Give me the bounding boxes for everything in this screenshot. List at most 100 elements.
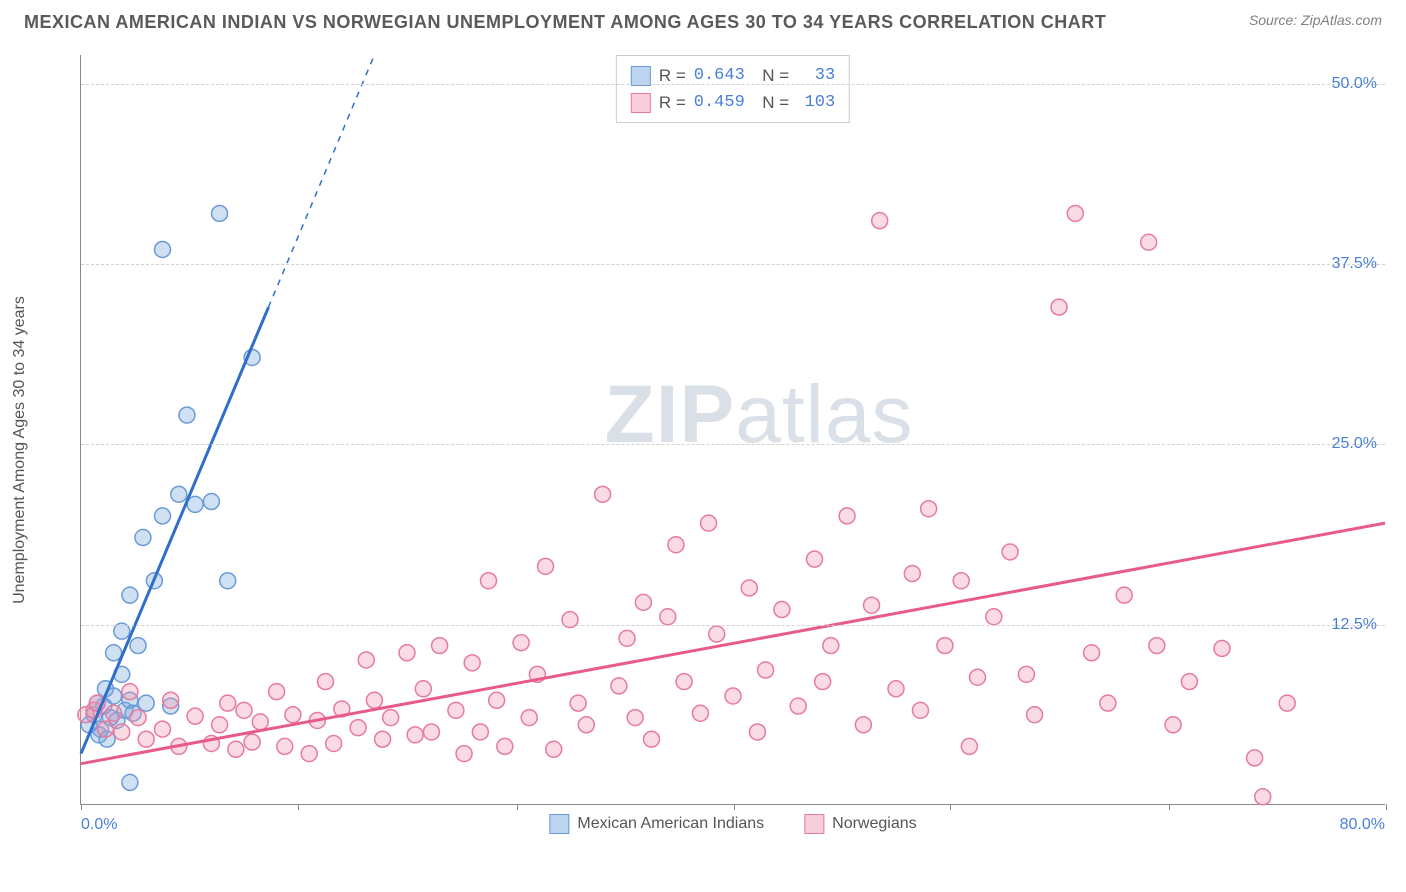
scatter-point bbox=[790, 698, 806, 714]
scatter-point bbox=[578, 717, 594, 733]
scatter-point bbox=[252, 714, 268, 730]
scatter-point bbox=[758, 662, 774, 678]
scatter-point bbox=[155, 508, 171, 524]
scatter-point bbox=[839, 508, 855, 524]
scatter-point bbox=[953, 573, 969, 589]
scatter-point bbox=[220, 695, 236, 711]
stats-row: R = 0.459 N = 103 bbox=[631, 89, 835, 116]
legend-swatch bbox=[631, 93, 651, 113]
scatter-point bbox=[171, 486, 187, 502]
scatter-point bbox=[326, 736, 342, 752]
scatter-point bbox=[937, 638, 953, 654]
gridline bbox=[81, 84, 1385, 85]
scatter-point bbox=[122, 684, 138, 700]
scatter-point bbox=[318, 674, 334, 690]
n-value: 103 bbox=[797, 89, 835, 116]
x-tick bbox=[734, 804, 735, 810]
scatter-point bbox=[236, 702, 252, 718]
gridline bbox=[81, 625, 1385, 626]
scatter-point bbox=[301, 746, 317, 762]
scatter-point bbox=[1165, 717, 1181, 733]
scatter-point bbox=[627, 710, 643, 726]
scatter-point bbox=[135, 530, 151, 546]
stats-row: R = 0.643 N = 33 bbox=[631, 62, 835, 89]
stat-label: N = bbox=[753, 89, 789, 116]
scatter-point bbox=[456, 746, 472, 762]
scatter-point bbox=[611, 678, 627, 694]
y-axis-label: Unemployment Among Ages 30 to 34 years bbox=[11, 296, 29, 604]
scatter-point bbox=[464, 655, 480, 671]
scatter-point bbox=[1141, 234, 1157, 250]
scatter-point bbox=[448, 702, 464, 718]
scatter-point bbox=[220, 573, 236, 589]
scatter-point bbox=[864, 597, 880, 613]
scatter-point bbox=[415, 681, 431, 697]
scatter-point bbox=[114, 724, 130, 740]
stat-label: N = bbox=[753, 62, 789, 89]
scatter-point bbox=[1181, 674, 1197, 690]
scatter-point bbox=[212, 205, 228, 221]
legend-swatch bbox=[631, 66, 651, 86]
plot-area: ZIPatlas R = 0.643 N = 33 R = 0.459 N = … bbox=[80, 55, 1385, 805]
scatter-point bbox=[513, 635, 529, 651]
scatter-point bbox=[489, 692, 505, 708]
trend-line-dashed bbox=[268, 55, 374, 307]
scatter-point bbox=[203, 494, 219, 510]
legend-item: Norwegians bbox=[804, 814, 916, 834]
scatter-point bbox=[538, 558, 554, 574]
scatter-point bbox=[130, 638, 146, 654]
scatter-point bbox=[269, 684, 285, 700]
scatter-point bbox=[1279, 695, 1295, 711]
scatter-point bbox=[855, 717, 871, 733]
scatter-point bbox=[481, 573, 497, 589]
scatter-point bbox=[961, 738, 977, 754]
scatter-point bbox=[138, 695, 154, 711]
n-value: 33 bbox=[797, 62, 835, 89]
scatter-point bbox=[970, 669, 986, 685]
scatter-point bbox=[212, 717, 228, 733]
scatter-point bbox=[1051, 299, 1067, 315]
scatter-point bbox=[904, 566, 920, 582]
r-value: 0.643 bbox=[694, 62, 745, 89]
scatter-point bbox=[155, 721, 171, 737]
legend-swatch bbox=[549, 814, 569, 834]
scatter-point bbox=[97, 721, 113, 737]
scatter-point bbox=[660, 609, 676, 625]
y-tick-label: 37.5% bbox=[1332, 255, 1377, 273]
x-tick bbox=[1169, 804, 1170, 810]
scatter-point bbox=[285, 707, 301, 723]
chart-title: MEXICAN AMERICAN INDIAN VS NORWEGIAN UNE… bbox=[24, 12, 1106, 33]
scatter-point bbox=[676, 674, 692, 690]
scatter-point bbox=[741, 580, 757, 596]
x-tick bbox=[1386, 804, 1387, 810]
legend-label: Mexican American Indians bbox=[577, 815, 764, 833]
gridline bbox=[81, 444, 1385, 445]
scatter-point bbox=[366, 692, 382, 708]
scatter-point bbox=[1247, 750, 1263, 766]
scatter-point bbox=[187, 708, 203, 724]
legend-item: Mexican American Indians bbox=[549, 814, 764, 834]
scatter-point bbox=[399, 645, 415, 661]
scatter-point bbox=[407, 727, 423, 743]
scatter-point bbox=[179, 407, 195, 423]
scatter-point bbox=[383, 710, 399, 726]
scatter-point bbox=[130, 710, 146, 726]
scatter-point bbox=[644, 731, 660, 747]
scatter-point bbox=[423, 724, 439, 740]
legend-swatch bbox=[804, 814, 824, 834]
y-tick-label: 12.5% bbox=[1332, 616, 1377, 634]
x-axis-max-label: 80.0% bbox=[1340, 816, 1385, 834]
x-tick bbox=[298, 804, 299, 810]
scatter-point bbox=[138, 731, 154, 747]
scatter-point bbox=[595, 486, 611, 502]
scatter-point bbox=[749, 724, 765, 740]
scatter-point bbox=[1255, 789, 1271, 805]
stat-label: R = bbox=[659, 62, 686, 89]
scatter-point bbox=[350, 720, 366, 736]
scatter-point bbox=[163, 692, 179, 708]
scatter-point bbox=[635, 594, 651, 610]
scatter-point bbox=[1002, 544, 1018, 560]
scatter-point bbox=[668, 537, 684, 553]
scatter-point bbox=[472, 724, 488, 740]
scatter-point bbox=[872, 213, 888, 229]
